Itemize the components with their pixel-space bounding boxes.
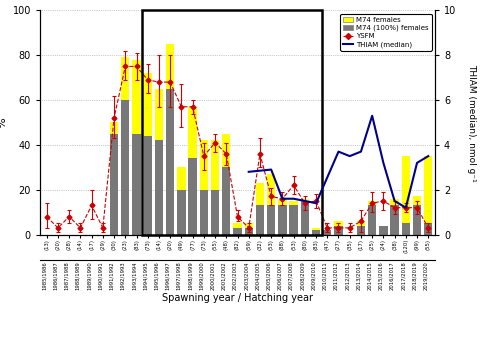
Y-axis label: %: % bbox=[0, 117, 7, 128]
Bar bbox=[413, 196, 422, 205]
Bar bbox=[312, 230, 320, 235]
Bar bbox=[334, 226, 342, 235]
Bar bbox=[368, 205, 376, 235]
Bar bbox=[121, 57, 130, 100]
Bar bbox=[379, 226, 388, 235]
Bar bbox=[323, 230, 332, 235]
Bar bbox=[278, 205, 286, 235]
Bar bbox=[424, 224, 432, 235]
Bar bbox=[278, 199, 286, 205]
Bar bbox=[234, 228, 241, 235]
Bar bbox=[132, 60, 140, 134]
Bar bbox=[144, 136, 152, 235]
Bar bbox=[121, 100, 130, 235]
Bar bbox=[402, 156, 410, 224]
Bar bbox=[110, 134, 118, 235]
Bar bbox=[166, 44, 174, 89]
Bar bbox=[177, 167, 186, 190]
Bar bbox=[177, 190, 186, 235]
Bar bbox=[154, 89, 163, 140]
Legend: M74 females, M74 (100%) females, YSFM, THIAM (median): M74 females, M74 (100%) females, YSFM, T… bbox=[340, 14, 432, 51]
Bar bbox=[300, 201, 309, 235]
Bar bbox=[211, 140, 220, 190]
Bar bbox=[356, 226, 365, 235]
Bar bbox=[200, 140, 208, 190]
Bar bbox=[390, 199, 399, 205]
Bar bbox=[166, 89, 174, 235]
Bar bbox=[368, 201, 376, 205]
Bar bbox=[402, 224, 410, 235]
Bar bbox=[334, 221, 342, 226]
Bar bbox=[222, 134, 230, 167]
Bar bbox=[290, 205, 298, 235]
Bar bbox=[300, 199, 309, 201]
Bar bbox=[424, 156, 432, 224]
Bar bbox=[234, 224, 241, 228]
Bar bbox=[390, 205, 399, 235]
Bar bbox=[200, 190, 208, 235]
Bar bbox=[267, 174, 276, 205]
Bar bbox=[256, 183, 264, 205]
Bar bbox=[222, 167, 230, 235]
Bar bbox=[144, 73, 152, 136]
Bar bbox=[211, 190, 220, 235]
Bar bbox=[244, 228, 253, 235]
Bar bbox=[290, 201, 298, 205]
Bar bbox=[256, 205, 264, 235]
Bar bbox=[188, 107, 197, 158]
Bar bbox=[188, 158, 197, 235]
Bar bbox=[142, 10, 322, 235]
X-axis label: Spawning year / Hatching year: Spawning year / Hatching year bbox=[162, 293, 313, 303]
Y-axis label: THIAM (median), nmol g⁻¹: THIAM (median), nmol g⁻¹ bbox=[468, 63, 476, 181]
Bar bbox=[244, 224, 253, 228]
Bar bbox=[110, 122, 118, 134]
Bar bbox=[356, 221, 365, 226]
Bar bbox=[267, 205, 276, 235]
Bar bbox=[154, 140, 163, 235]
Bar bbox=[132, 134, 140, 235]
Bar bbox=[312, 228, 320, 230]
Bar bbox=[413, 205, 422, 235]
